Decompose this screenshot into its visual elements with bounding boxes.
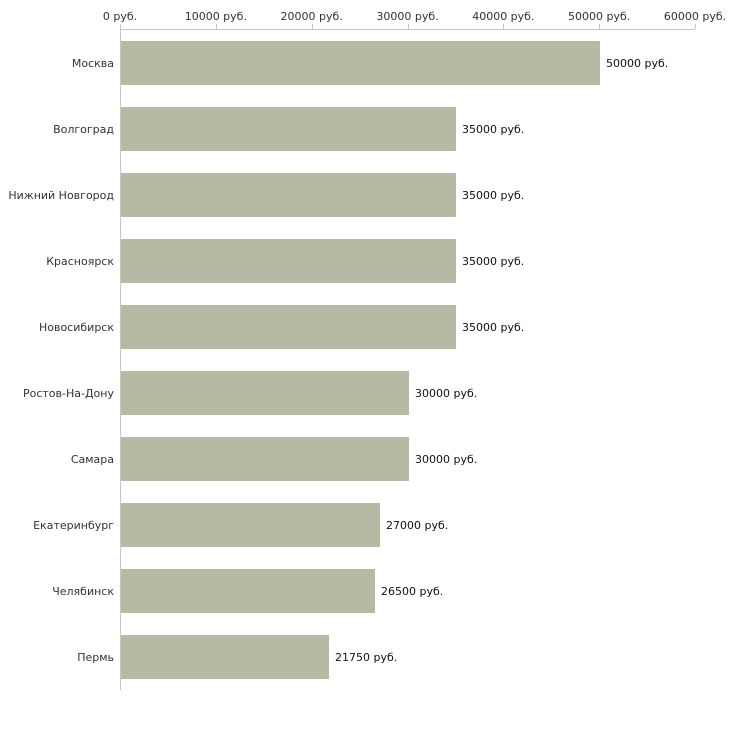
bar-row: Новосибирск 35000 руб.	[0, 294, 730, 360]
x-tick-label: 30000 руб.	[376, 10, 439, 23]
bar	[121, 305, 456, 349]
value-label: 30000 руб.	[415, 386, 478, 400]
value-label: 30000 руб.	[415, 452, 478, 466]
x-tick-label: 10000 руб.	[184, 10, 247, 23]
x-tick-label: 60000 руб.	[663, 10, 727, 23]
bar	[121, 173, 456, 217]
bar-row: Пермь 21750 руб.	[0, 624, 730, 690]
value-label: 26500 руб.	[381, 584, 444, 598]
bar-row: Волгоград 35000 руб.	[0, 96, 730, 162]
bar	[121, 635, 329, 679]
bar-row: Москва 50000 руб.	[0, 30, 730, 96]
bar	[121, 503, 380, 547]
x-tick-label: 20000 руб.	[280, 10, 343, 23]
x-axis-line	[120, 29, 695, 30]
x-tick-label: 0 руб.	[102, 10, 138, 23]
category-label: Волгоград	[53, 122, 114, 136]
x-tick-mark	[120, 24, 121, 29]
bar	[121, 569, 375, 613]
value-label: 35000 руб.	[462, 122, 525, 136]
bar-row: Самара 30000 руб.	[0, 426, 730, 492]
category-label: Челябинск	[52, 584, 114, 598]
value-label: 35000 руб.	[462, 188, 525, 202]
bar	[121, 239, 456, 283]
category-label: Пермь	[77, 650, 114, 664]
value-label: 27000 руб.	[386, 518, 449, 532]
category-label: Красноярск	[46, 254, 114, 268]
bar-row: Челябинск 26500 руб.	[0, 558, 730, 624]
category-label: Новосибирск	[38, 320, 114, 334]
bar-row: Нижний Новгород 35000 руб.	[0, 162, 730, 228]
value-label: 21750 руб.	[335, 650, 398, 664]
bar	[121, 437, 409, 481]
category-label: Москва	[71, 56, 114, 70]
x-tick-mark	[311, 24, 313, 29]
x-tick-mark	[599, 24, 601, 29]
category-label: Екатеринбург	[33, 518, 114, 532]
x-tick-mark	[215, 24, 217, 29]
bar-row: Ростов-На-Дону 30000 руб.	[0, 360, 730, 426]
bar	[121, 371, 409, 415]
category-label: Самара	[70, 452, 114, 466]
category-label: Нижний Новгород	[8, 188, 114, 202]
x-tick-mark	[407, 24, 409, 29]
bar-row: Красноярск 35000 руб.	[0, 228, 730, 294]
value-label: 50000 руб.	[606, 56, 669, 70]
x-tick-label: 40000 руб.	[472, 10, 535, 23]
value-label: 35000 руб.	[462, 320, 525, 334]
bar-row: Екатеринбург 27000 руб.	[0, 492, 730, 558]
bar	[121, 41, 600, 85]
x-tick-mark	[503, 24, 505, 29]
y-axis-line	[120, 29, 121, 690]
value-label: 35000 руб.	[462, 254, 525, 268]
x-tick-label: 50000 руб.	[568, 10, 631, 23]
category-label: Ростов-На-Дону	[22, 386, 114, 400]
x-tick-mark	[695, 24, 696, 29]
bar	[121, 107, 456, 151]
